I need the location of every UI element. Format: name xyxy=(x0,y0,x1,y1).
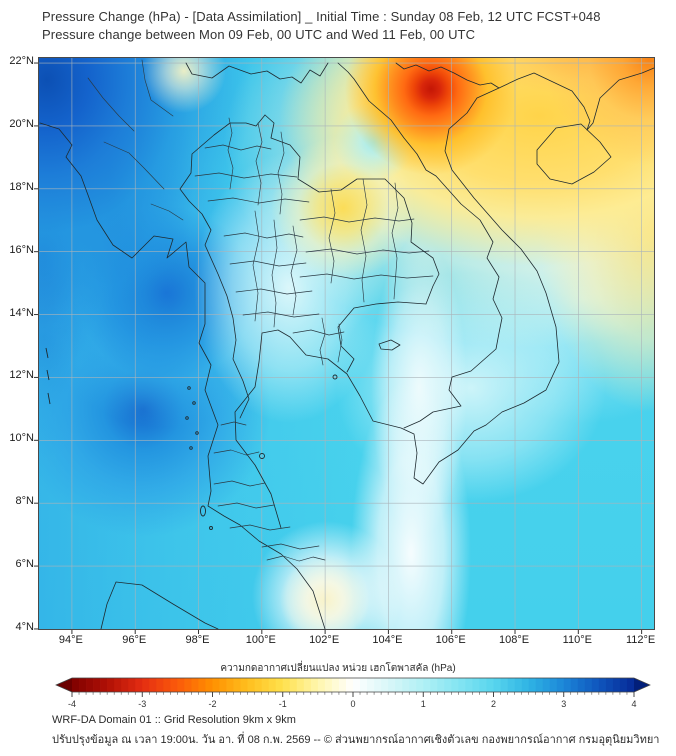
map-overlay xyxy=(34,58,655,634)
lat-tick-label: 12°N xyxy=(9,369,34,382)
lon-tick-label: 98°E xyxy=(185,634,210,646)
country-borders xyxy=(39,62,655,630)
lon-tick-label: 104°E xyxy=(372,634,403,646)
map-panel xyxy=(34,57,655,634)
lon-tick-label: 108°E xyxy=(498,634,530,646)
colorbar-tick-label: 2 xyxy=(491,699,496,709)
axis-ticks xyxy=(34,62,643,634)
colorbar-tick-label: 4 xyxy=(631,699,636,709)
lat-tick-label: 10°N xyxy=(9,432,34,445)
colorbar-tick-label: -4 xyxy=(68,699,76,709)
lat-tick-label: 4°N xyxy=(15,620,34,633)
footer-domain-info: WRF-DA Domain 01 :: Grid Resolution 9km … xyxy=(52,714,296,726)
lon-tick-label: 96°E xyxy=(122,634,147,646)
islands xyxy=(45,347,338,530)
colorbar-tick-label: 0 xyxy=(350,699,355,709)
colorbar-title: ความกดอากาศเปลี่ยนแปลง หน่วย เฮกโตพาสคัล… xyxy=(220,663,456,674)
title-line-1: Pressure Change (hPa) - [Data Assimilati… xyxy=(42,9,601,24)
lon-tick-label: 102°E xyxy=(309,634,340,646)
colorbar-tick-label: -2 xyxy=(208,699,216,709)
colorbar-tick-label: 1 xyxy=(421,699,426,709)
colorbar: -4 -3 -2 -1 0 1 2 3 4 xyxy=(55,677,651,709)
province-borders xyxy=(87,59,434,562)
grid-lines xyxy=(39,58,654,629)
lat-tick-label: 6°N xyxy=(15,558,34,571)
footer-update-info: ปรับปรุงข้อมูล ณ เวลา 19:00น. วัน อา. ที… xyxy=(52,734,660,746)
lat-tick-label: 18°N xyxy=(9,180,34,193)
lon-tick-label: 94°E xyxy=(58,634,83,646)
lat-tick-label: 16°N xyxy=(9,243,34,256)
colorbar-tick-label: -3 xyxy=(138,699,146,709)
lon-tick-label: 112°E xyxy=(625,634,656,646)
colorbar-tick-label: -1 xyxy=(279,699,287,709)
colorbar-tick-label: 3 xyxy=(561,699,566,709)
lon-tick-label: 106°E xyxy=(435,634,466,646)
pressure-change-field xyxy=(39,58,654,629)
lat-tick-label: 14°N xyxy=(9,306,34,319)
lat-tick-label: 22°N xyxy=(9,55,34,68)
lon-tick-label: 100°E xyxy=(245,634,276,646)
lat-tick-label: 8°N xyxy=(15,495,34,508)
lat-tick-label: 20°N xyxy=(9,117,34,130)
lon-tick-label: 110°E xyxy=(562,634,592,646)
title-line-2: Pressure change between Mon 09 Feb, 00 U… xyxy=(42,27,476,42)
